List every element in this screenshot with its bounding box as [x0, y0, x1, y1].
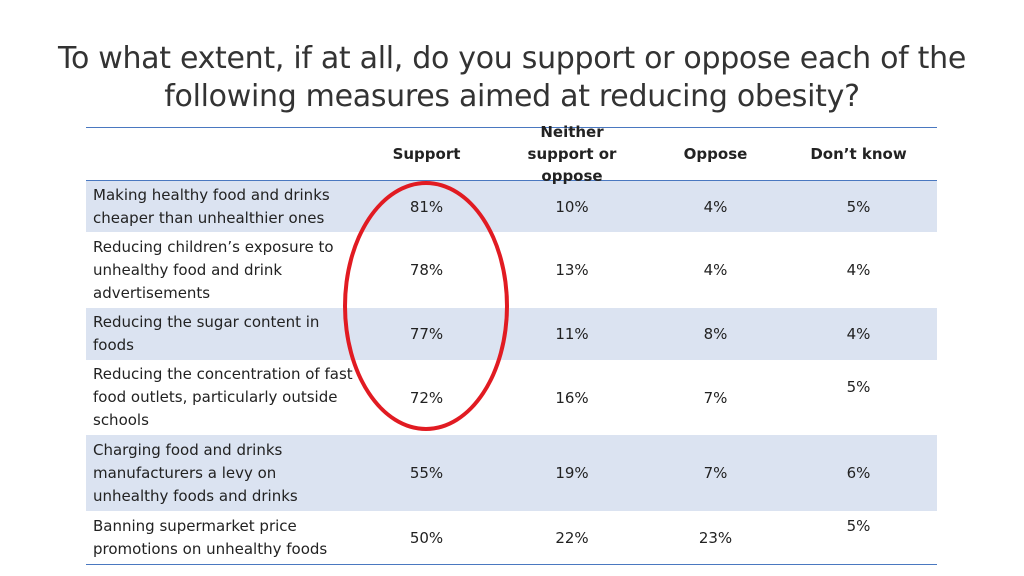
- measure-cell: Reducing the sugar content in foods: [93, 313, 320, 354]
- table-row: Making healthy food and drinks cheaper t…: [86, 181, 937, 232]
- support-cell: 55%: [409, 464, 444, 482]
- header-support: Support: [392, 145, 461, 163]
- measure-cell: Charging food and drinks manufacturers a…: [93, 440, 298, 505]
- oppose-cell: 23%: [698, 528, 733, 547]
- oppose-cell: 8%: [703, 325, 728, 343]
- neither-cell: 19%: [555, 464, 589, 482]
- table-row: Charging food and drinks manufacturers a…: [86, 435, 937, 511]
- neither-cell: 22%: [555, 528, 589, 547]
- survey-table: Support Neither support or oppose Oppose…: [86, 123, 937, 565]
- header-measure: [86, 128, 353, 180]
- header-neither: Neither support or oppose: [527, 123, 617, 185]
- dont-know-cell: 6%: [846, 464, 871, 482]
- measure-cell: Making healthy food and drinks cheaper t…: [93, 185, 330, 227]
- oppose-cell: 4%: [703, 261, 728, 279]
- dont-know-cell: 5%: [846, 378, 871, 396]
- table-row: Reducing the concentration of fast food …: [86, 360, 937, 435]
- oppose-cell: 7%: [703, 388, 728, 407]
- header-dont-know: Don’t know: [810, 145, 907, 163]
- support-cell: 50%: [409, 528, 444, 547]
- measure-cell: Reducing the concentration of fast food …: [93, 365, 353, 429]
- measure-cell: Banning supermarket price promotions on …: [93, 516, 328, 558]
- oppose-cell: 7%: [703, 464, 728, 482]
- table-row: Banning supermarket price promotions on …: [86, 511, 937, 565]
- support-highlight-circle: [343, 181, 509, 431]
- table-row: Reducing children’s exposure to unhealth…: [86, 232, 937, 308]
- dont-know-cell: 4%: [846, 325, 871, 343]
- dont-know-cell: 4%: [846, 261, 871, 279]
- measure-cell: Reducing children’s exposure to unhealth…: [93, 237, 334, 302]
- oppose-cell: 4%: [703, 197, 728, 216]
- table-header: Support Neither support or oppose Oppose…: [86, 123, 937, 185]
- table-row: Reducing the sugar content in foods 77% …: [86, 308, 937, 360]
- neither-cell: 11%: [555, 325, 589, 343]
- page-title: To what extent, if at all, do you suppor…: [58, 41, 966, 114]
- dont-know-cell: 5%: [846, 517, 871, 535]
- header-oppose: Oppose: [683, 145, 748, 163]
- neither-cell: 16%: [555, 388, 589, 407]
- neither-cell: 13%: [555, 261, 589, 279]
- dont-know-cell: 5%: [846, 197, 871, 216]
- neither-cell: 10%: [555, 197, 589, 216]
